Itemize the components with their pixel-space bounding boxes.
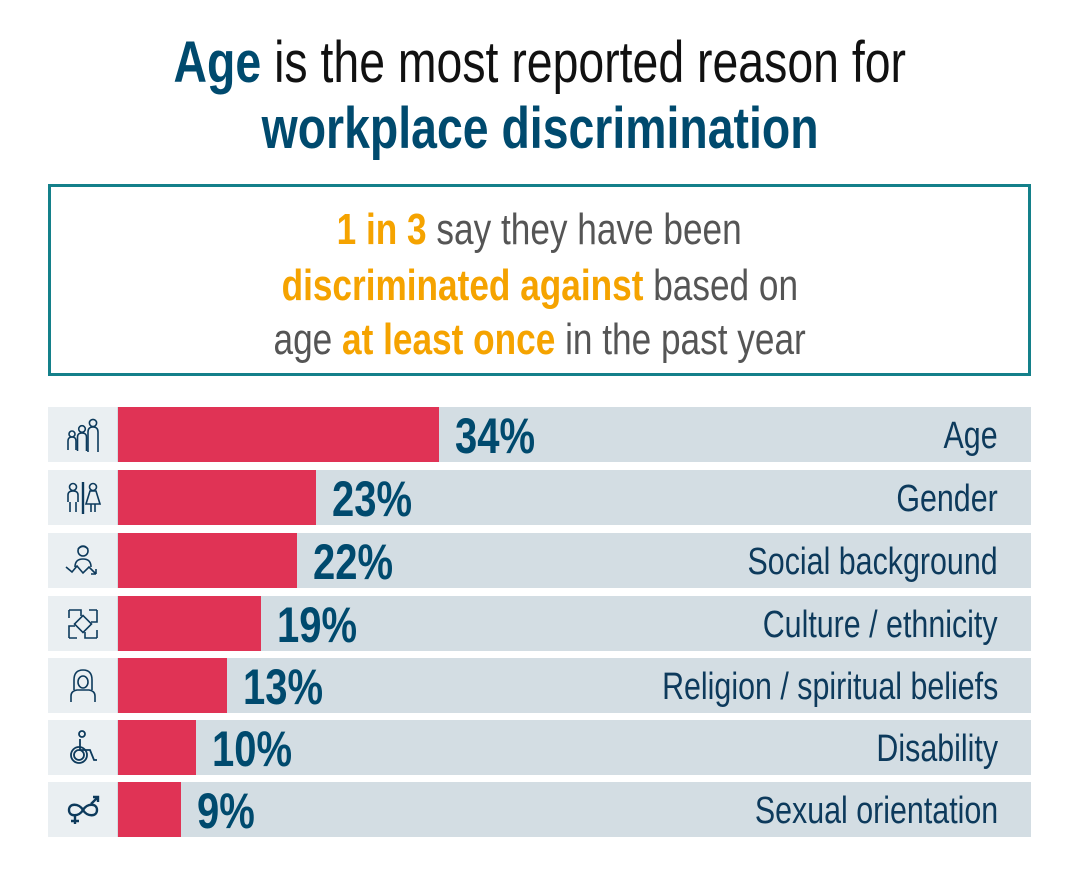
value-label: 13% bbox=[243, 659, 324, 715]
bar-fill bbox=[118, 658, 227, 713]
callout-line-2: discriminated against based on bbox=[51, 261, 1028, 311]
value-label: 22% bbox=[313, 534, 394, 590]
bar-fill bbox=[118, 407, 439, 462]
wheelchair-icon bbox=[69, 729, 97, 764]
bar-row-disability: 10% Disability bbox=[48, 720, 1031, 777]
bar-fill bbox=[118, 533, 297, 588]
value-label: 34% bbox=[455, 408, 536, 464]
icon-cell bbox=[48, 407, 117, 462]
icon-cell bbox=[48, 533, 117, 588]
category-label: Age bbox=[943, 415, 998, 457]
category-label: Disability bbox=[876, 728, 998, 770]
bar-row-age: 34% Age bbox=[48, 407, 1031, 464]
callout-text-1: say they have been bbox=[426, 205, 743, 254]
category-label: Religion / spiritual beliefs bbox=[661, 666, 998, 708]
callout-highlight-2: discriminated against bbox=[281, 261, 644, 310]
title-line-2-text: workplace discrimination bbox=[261, 96, 819, 161]
callout-line-3: age at least once in the past year bbox=[51, 315, 1028, 365]
bar-fill bbox=[118, 470, 316, 525]
family-age-icon bbox=[66, 418, 99, 452]
icon-cell bbox=[48, 782, 117, 837]
callout-text-3-pre: age bbox=[273, 315, 342, 364]
value-label: 10% bbox=[212, 721, 293, 777]
bar-row-culture-ethnicity: 19% Culture / ethnicity bbox=[48, 596, 1031, 653]
callout-highlight-1: 1 in 3 bbox=[336, 205, 427, 254]
value-label: 9% bbox=[197, 783, 255, 839]
icon-cell bbox=[48, 658, 117, 713]
bar-fill bbox=[118, 720, 196, 775]
category-label: Gender bbox=[896, 478, 998, 520]
social-background-icon bbox=[64, 544, 97, 575]
icon-cell bbox=[48, 470, 117, 525]
sexual-orientation-icon bbox=[67, 795, 99, 824]
callout-line-1: 1 in 3 say they have been bbox=[51, 205, 1028, 255]
bar-row-religion: 13% Religion / spiritual beliefs bbox=[48, 658, 1031, 715]
title-rest: is the most reported reason for bbox=[261, 30, 907, 95]
icon-cell bbox=[48, 596, 117, 651]
value-label: 19% bbox=[277, 597, 358, 653]
value-label: 23% bbox=[332, 471, 413, 527]
callout-text-3: in the past year bbox=[555, 315, 806, 364]
chart-title-line-1: Age is the most reported reason for bbox=[0, 30, 1080, 96]
religion-hijab-icon bbox=[69, 668, 96, 702]
culture-hands-icon bbox=[67, 608, 98, 639]
bar-row-social-background: 22% Social background bbox=[48, 533, 1031, 590]
category-label: Sexual orientation bbox=[754, 790, 998, 832]
chart-title-line-2: workplace discrimination bbox=[0, 96, 1080, 162]
callout-highlight-3: at least once bbox=[341, 315, 556, 364]
bar-fill bbox=[118, 596, 261, 651]
bar-row-gender: 23% Gender bbox=[48, 470, 1031, 527]
callout-box: 1 in 3 say they have been discriminated … bbox=[48, 184, 1031, 376]
callout-text-2: based on bbox=[643, 261, 798, 310]
category-label: Culture / ethnicity bbox=[763, 604, 998, 646]
bar-fill bbox=[118, 782, 181, 837]
gender-icon bbox=[66, 481, 101, 514]
category-label: Social background bbox=[747, 541, 998, 583]
bar-row-sexual-orientation: 9% Sexual orientation bbox=[48, 782, 1031, 839]
title-highlight: Age bbox=[173, 30, 262, 95]
icon-cell bbox=[48, 720, 117, 775]
